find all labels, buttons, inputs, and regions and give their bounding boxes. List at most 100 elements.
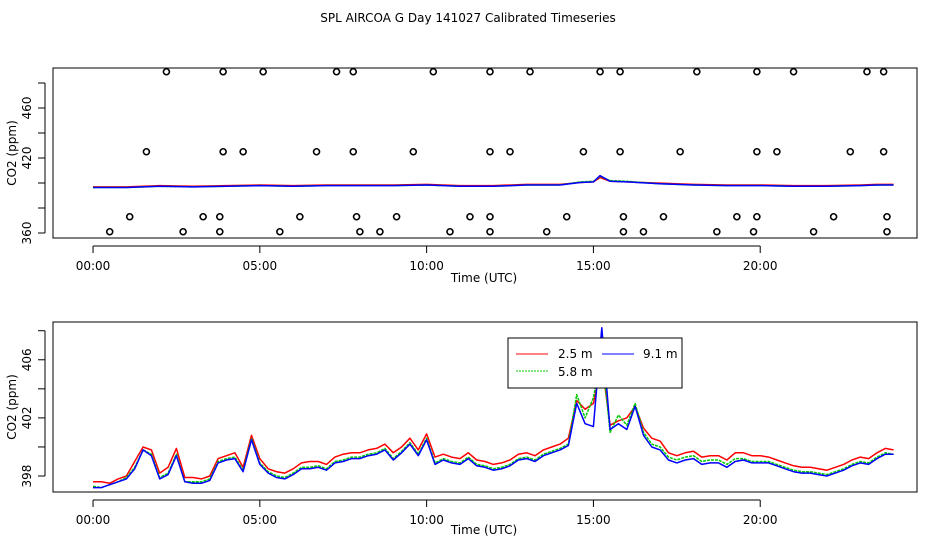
flag-point bbox=[619, 212, 628, 221]
flag-point bbox=[616, 67, 624, 76]
y-tick-label-top: 460 bbox=[20, 97, 34, 120]
flag-point bbox=[883, 227, 891, 236]
x-tick-label-top: 10:00 bbox=[409, 259, 444, 273]
y-axis-label-bottom: CO2 (ppm) bbox=[5, 374, 19, 440]
legend-label-2-5m: 2.5 m bbox=[558, 347, 593, 361]
flag-point bbox=[579, 147, 588, 156]
flag-point bbox=[259, 67, 267, 76]
x-tick-label-bottom: 15:00 bbox=[576, 513, 611, 527]
series-line-9-1-m-bottom bbox=[93, 327, 894, 489]
y-tick-label-bottom: 402 bbox=[20, 406, 34, 429]
flag-point bbox=[125, 212, 134, 221]
flag-point bbox=[392, 212, 401, 221]
flag-point bbox=[809, 227, 818, 236]
flag-point bbox=[753, 212, 761, 221]
flag-point bbox=[105, 227, 114, 236]
flag-point bbox=[846, 147, 855, 156]
flag-point bbox=[486, 227, 494, 236]
flag-point bbox=[199, 212, 207, 221]
plot-area-top bbox=[93, 67, 894, 236]
flag-point bbox=[215, 227, 224, 236]
flag-point bbox=[312, 147, 321, 156]
x-tick-label-top: 05:00 bbox=[243, 259, 278, 273]
flag-point bbox=[376, 227, 384, 236]
legend-box bbox=[507, 337, 683, 389]
flag-point bbox=[526, 67, 534, 76]
flag-point bbox=[142, 147, 151, 156]
panel-top: 00:00 05:00 10:00 15:00 20:00 360 420 460 Time… bbox=[5, 67, 918, 285]
x-tick-label-bottom: 20:00 bbox=[743, 513, 778, 527]
y-tick-label-bottom: 398 bbox=[20, 465, 34, 488]
x-tick-label-top: 15:00 bbox=[576, 259, 611, 273]
x-tick-label-bottom: 10:00 bbox=[409, 513, 444, 527]
y-axis-label-top: CO2 (ppm) bbox=[5, 120, 19, 186]
figure-title: SPL AIRCOA G Day 141027 Calibrated Times… bbox=[320, 11, 615, 25]
flag-point bbox=[713, 227, 721, 236]
flag-point bbox=[409, 147, 418, 156]
panel-bottom: 00:00 05:00 10:00 15:00 20:00 398 402 406 Time… bbox=[5, 321, 918, 537]
flag-point bbox=[506, 147, 514, 156]
x-tick-label-top: 00:00 bbox=[76, 259, 111, 273]
flag-point bbox=[429, 67, 438, 76]
plot-frame-top bbox=[52, 67, 918, 239]
legend-label-5-8m: 5.8 m bbox=[558, 365, 593, 379]
flag-point bbox=[486, 147, 494, 156]
series-line-2-5-m-bottom bbox=[93, 361, 894, 485]
flag-point bbox=[239, 147, 247, 156]
flag-point bbox=[773, 147, 781, 156]
flag-point bbox=[753, 67, 761, 76]
flag-point bbox=[659, 212, 668, 221]
plot-area-bottom bbox=[92, 327, 894, 489]
flag-point bbox=[466, 212, 474, 221]
x-axis-bottom: 00:00 05:00 10:00 15:00 20:00 bbox=[76, 499, 778, 527]
flag-point bbox=[446, 227, 454, 236]
y-tick-label-top: 420 bbox=[20, 147, 34, 170]
flag-point bbox=[356, 227, 364, 236]
flag-point bbox=[749, 227, 758, 236]
flag-point bbox=[863, 67, 871, 76]
flag-point bbox=[616, 147, 624, 156]
flag-point bbox=[349, 147, 358, 156]
flag-point bbox=[486, 67, 494, 76]
flag-point bbox=[215, 212, 224, 221]
x-axis-label-bottom: Time (UTC) bbox=[450, 523, 517, 537]
flag-point bbox=[829, 212, 838, 221]
flag-point bbox=[619, 227, 628, 236]
flag-point bbox=[352, 212, 361, 221]
x-tick-label-bottom: 00:00 bbox=[76, 513, 111, 527]
flag-point bbox=[542, 227, 551, 236]
flag-point bbox=[296, 212, 304, 221]
x-axis-top: 00:00 05:00 10:00 15:00 20:00 bbox=[76, 245, 778, 273]
y-axis-top: 360 420 460 bbox=[20, 82, 46, 245]
flag-point bbox=[486, 212, 494, 221]
flag-point bbox=[753, 147, 761, 156]
y-tick-label-top: 360 bbox=[20, 222, 34, 245]
y-tick-label-bottom: 406 bbox=[20, 348, 34, 371]
flag-point bbox=[879, 147, 888, 156]
plot-frame-bottom bbox=[52, 321, 918, 493]
flag-point bbox=[596, 67, 604, 76]
flag-point bbox=[219, 67, 227, 76]
flag-point bbox=[332, 67, 341, 76]
flag-point bbox=[276, 227, 284, 236]
flag-point bbox=[162, 67, 171, 76]
flag-point bbox=[639, 227, 648, 236]
flag-point bbox=[879, 67, 888, 76]
flag-point bbox=[883, 212, 891, 221]
series-line-9-1-m-top bbox=[93, 174, 894, 189]
flag-point bbox=[676, 147, 684, 156]
flag-point bbox=[219, 147, 227, 156]
series-line-5-8-m-bottom bbox=[92, 350, 894, 489]
x-tick-label-top: 20:00 bbox=[743, 259, 778, 273]
flag-point bbox=[733, 212, 741, 221]
flag-point bbox=[179, 227, 187, 236]
y-axis-bottom: 398 402 406 bbox=[20, 330, 46, 488]
flag-point bbox=[349, 67, 358, 76]
x-tick-label-bottom: 05:00 bbox=[243, 513, 278, 527]
legend-label-9-1m: 9.1 m bbox=[643, 347, 678, 361]
x-axis-label-top: Time (UTC) bbox=[450, 271, 517, 285]
flag-point bbox=[789, 67, 798, 76]
legend: 2.5 m 5.8 m 9.1 m bbox=[507, 337, 683, 389]
flag-point bbox=[693, 67, 701, 76]
